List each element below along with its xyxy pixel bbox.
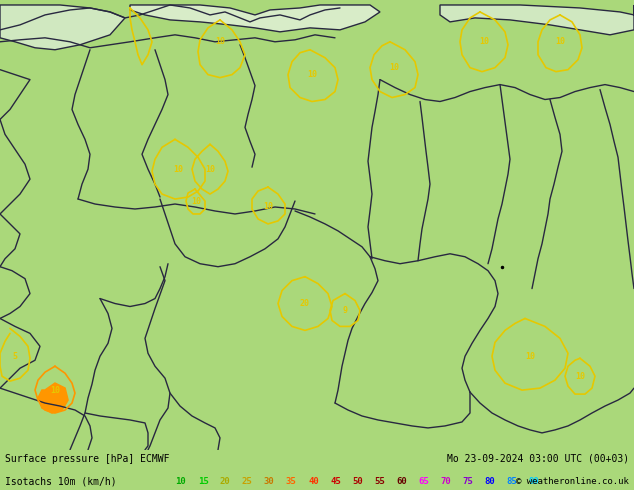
Text: © weatheronline.co.uk: © weatheronline.co.uk	[516, 477, 629, 486]
Polygon shape	[440, 5, 634, 35]
Text: 10: 10	[575, 372, 585, 381]
Text: 25: 25	[242, 477, 252, 486]
Text: 10: 10	[176, 477, 186, 486]
Text: 10: 10	[263, 202, 273, 212]
Text: Mo 23-09-2024 03:00 UTC (00+03): Mo 23-09-2024 03:00 UTC (00+03)	[447, 454, 629, 464]
Text: 10: 10	[205, 165, 215, 173]
Text: Isotachs 10m (km/h): Isotachs 10m (km/h)	[5, 476, 117, 486]
Text: 10: 10	[215, 37, 225, 46]
Text: 10: 10	[191, 196, 201, 205]
Text: 35: 35	[286, 477, 297, 486]
Text: 65: 65	[418, 477, 429, 486]
Text: 10: 10	[389, 63, 399, 72]
Text: 20: 20	[220, 477, 231, 486]
Text: 20: 20	[300, 299, 310, 308]
Polygon shape	[38, 383, 68, 413]
Text: 10: 10	[50, 386, 60, 394]
Text: Surface pressure [hPa] ECMWF: Surface pressure [hPa] ECMWF	[5, 454, 169, 464]
Text: 45: 45	[330, 477, 341, 486]
Text: 40: 40	[308, 477, 319, 486]
Text: 70: 70	[441, 477, 451, 486]
Text: 30: 30	[264, 477, 275, 486]
Text: 10: 10	[307, 70, 317, 79]
Text: 60: 60	[396, 477, 407, 486]
Text: 10: 10	[555, 37, 565, 46]
Text: 10: 10	[173, 165, 183, 173]
Polygon shape	[130, 5, 380, 32]
Text: 80: 80	[484, 477, 495, 486]
Text: 5: 5	[13, 352, 18, 361]
Text: 9: 9	[342, 306, 347, 315]
Text: 85: 85	[507, 477, 517, 486]
Text: 15: 15	[198, 477, 209, 486]
Text: 55: 55	[374, 477, 385, 486]
Text: 90: 90	[529, 477, 540, 486]
Text: 10: 10	[525, 352, 535, 361]
Polygon shape	[0, 5, 125, 50]
Text: 75: 75	[463, 477, 474, 486]
Text: 10: 10	[479, 37, 489, 46]
Text: 50: 50	[353, 477, 363, 486]
